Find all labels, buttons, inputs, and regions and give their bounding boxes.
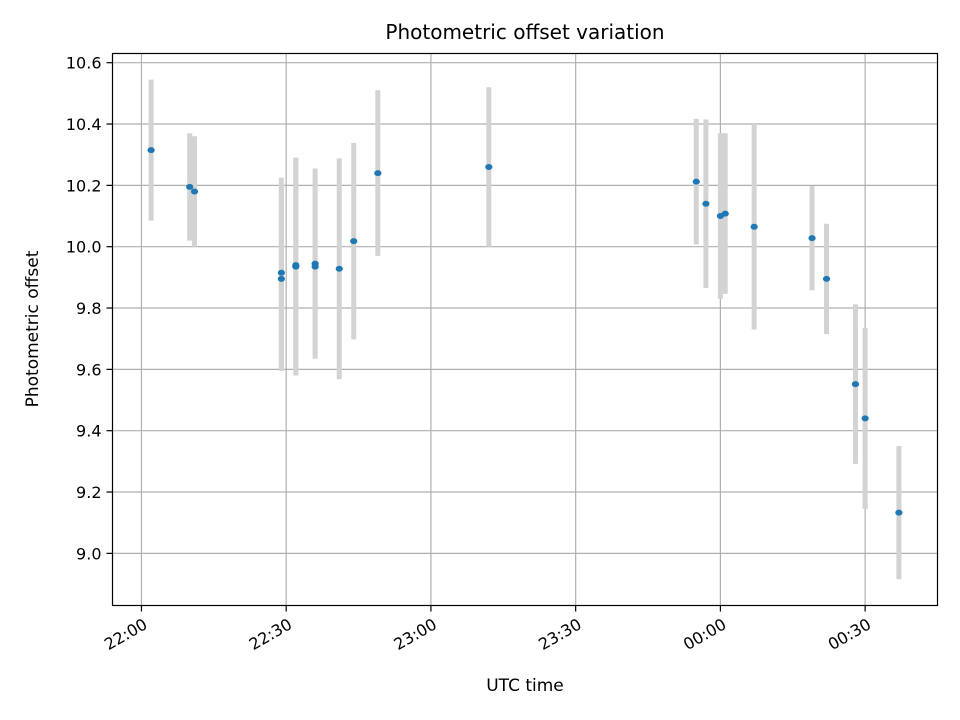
data-point [186,183,194,190]
data-point [750,223,758,230]
data-point [851,381,860,388]
y-tick-label: 9.0 [76,544,101,563]
y-tick-label: 9.2 [76,483,101,502]
data-point [374,170,382,177]
x-axis-label: UTC time [486,676,564,696]
data-point [702,200,710,207]
data-point [808,235,816,242]
data-point [895,509,903,516]
data-points [147,147,903,516]
data-point [861,415,869,422]
y-tick-label: 9.8 [76,299,101,318]
chart-title: Photometric offset variation [385,20,664,44]
data-point [350,238,358,245]
plot-frame [111,52,939,607]
y-tick-label: 9.4 [76,422,101,441]
data-point [190,188,199,195]
data-point [277,269,285,276]
data-point [292,262,300,269]
data-point [692,178,700,185]
y-tick-label: 10.6 [66,54,102,73]
data-point [721,210,729,217]
y-tick-label: 10.0 [66,238,102,257]
y-tick-label: 10.4 [66,115,102,134]
data-point [822,275,831,282]
data-point [277,275,285,282]
y-tick-label: 10.2 [66,176,102,195]
data-point [311,263,319,270]
y-tick-label: 9.6 [76,360,101,379]
y-axis-ticks: 9.0 9.2 9.4 9.6 9.8 10.0 10.2 10.4 10.6 [66,54,113,563]
data-point [147,147,155,154]
data-point [335,265,343,272]
y-axis-label: Photometric offset [23,250,43,407]
data-point [485,163,493,170]
